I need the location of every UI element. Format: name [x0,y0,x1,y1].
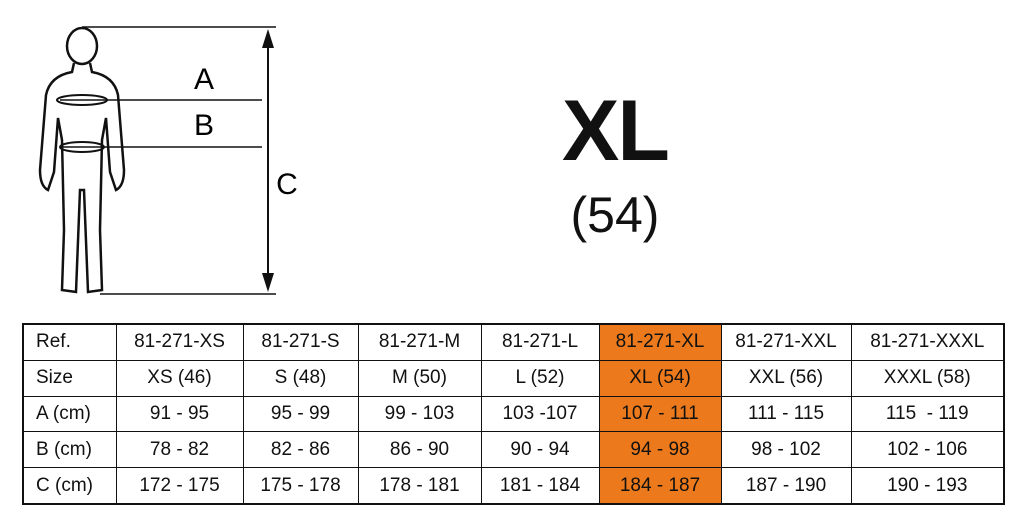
size-title: XL [562,83,670,179]
table-cell: 107 - 111 [598,395,722,433]
table-cell: 81-271-XS [115,323,244,361]
measure-label: C [276,168,298,201]
table-cell: 115 - 119 [850,395,1005,433]
row-header: C (cm) [22,467,117,505]
table-cell: 86 - 90 [357,431,482,469]
table-cell: 172 - 175 [115,467,244,505]
table-cell: XS (46) [115,359,244,397]
table-row: C (cm) 172 - 175 175 - 178 178 - 181 181 - 1… [22,467,1005,505]
measure-label: A [194,63,214,96]
table-cell: 81-271-M [357,323,482,361]
table-cell: 81-271-XXL [720,323,852,361]
table-cell: 94 - 98 [598,431,722,469]
table-cell: XL (54) [598,359,722,397]
row-header: B (cm) [22,431,117,469]
table-cell: 181 - 184 [480,467,600,505]
table-cell: 175 - 178 [242,467,359,505]
body-figure: A B C [38,26,298,295]
table-cell: XXXL (58) [850,359,1005,397]
measure-label: B [194,109,214,142]
table-cell: 187 - 190 [720,467,852,505]
table-cell: L (52) [480,359,600,397]
row-header: Size [22,359,117,397]
table-cell: 81-271-XXXL [850,323,1005,361]
table-cell: M (50) [357,359,482,397]
table-cell: XXL (56) [720,359,852,397]
table-cell: 98 - 102 [720,431,852,469]
table-cell: 99 - 103 [357,395,482,433]
table-row: A (cm) 91 - 95 95 - 99 99 - 103 103 -107 107 … [22,395,1005,433]
table-cell: 111 - 115 [720,395,852,433]
table-cell: 178 - 181 [357,467,482,505]
table-cell: 82 - 86 [242,431,359,469]
table-cell: 91 - 95 [115,395,244,433]
table-cell: 103 -107 [480,395,600,433]
table-cell: 95 - 99 [242,395,359,433]
table-row: Ref. 81-271-XS 81-271-S 81-271-M 81-271-L 81-… [22,323,1005,361]
table-cell: S (48) [242,359,359,397]
person-outline [38,26,126,294]
row-header: A (cm) [22,395,117,433]
row-header: Ref. [22,323,117,361]
table-cell: 81-271-L [480,323,600,361]
table-cell: 190 - 193 [850,467,1005,505]
table-cell: 81-271-S [242,323,359,361]
size-subtitle: (54) [570,187,660,243]
table-cell: 184 - 187 [598,467,722,505]
table-row: B (cm) 78 - 82 82 - 86 86 - 90 90 - 94 94 - 9… [22,431,1005,469]
size-table: Ref. 81-271-XS 81-271-S 81-271-M 81-271-L 81-… [22,323,1005,505]
table-cell: 90 - 94 [480,431,600,469]
measure-lines [60,26,276,295]
table-cell: 78 - 82 [115,431,244,469]
table-row: Size XS (46) S (48) M (50) L (52) XL (54) XXL … [22,359,1005,397]
table-cell: 81-271-XL [598,323,722,361]
table-cell: 102 - 106 [850,431,1005,469]
